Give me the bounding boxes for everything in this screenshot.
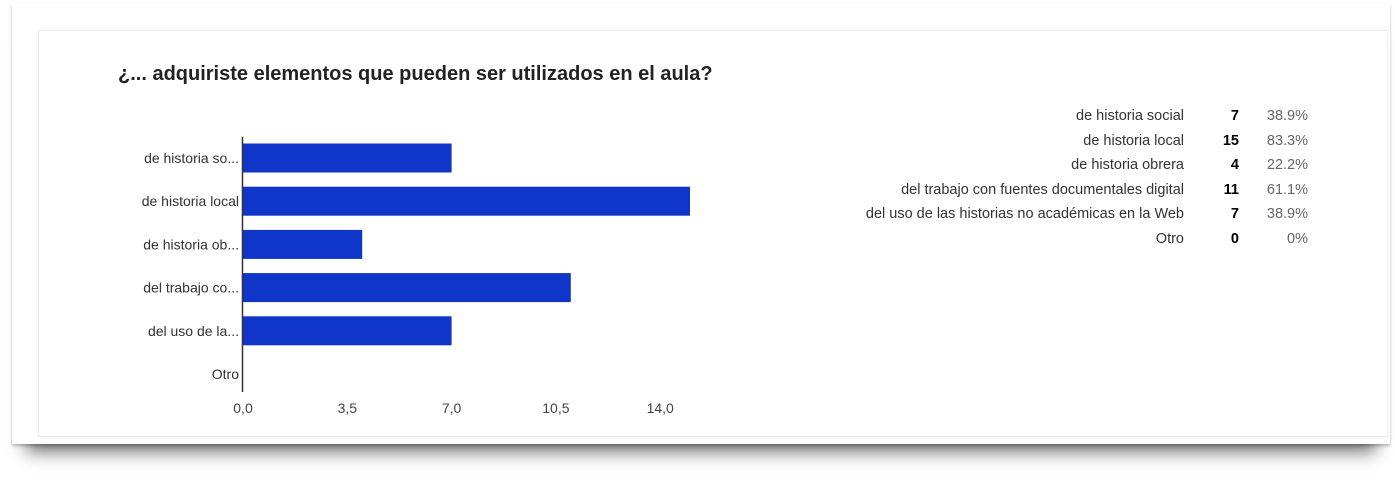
category-label-4: del uso de la... <box>148 323 239 339</box>
summary-label: de historia social <box>1076 108 1184 124</box>
category-label-2: de historia ob... <box>143 236 239 252</box>
summary-percent: 0% <box>1287 230 1308 247</box>
bar-0 <box>243 143 452 173</box>
summary-count: 0 <box>1230 230 1239 247</box>
bar-1 <box>243 186 690 216</box>
x-tick-label-2: 7,0 <box>442 400 462 416</box>
summary-percent: 22.2% <box>1266 157 1308 173</box>
summary-count: 7 <box>1230 108 1239 124</box>
summary-percent: 38.9% <box>1266 206 1308 222</box>
bar-3 <box>243 273 571 303</box>
summary-percent: 83.3% <box>1266 132 1308 149</box>
bar-4 <box>243 316 452 346</box>
summary-row: del uso de las historias no académicas e… <box>700 206 1340 231</box>
summary-label: de historia obrera <box>1071 157 1184 173</box>
x-tick-label-0: 0,0 <box>233 400 253 416</box>
x-tick-label-1: 3,5 <box>338 400 358 416</box>
category-label-3: del trabajo co... <box>143 280 239 296</box>
response-summary: de historia social 7 38.9% de historia loca… <box>700 108 1340 255</box>
x-tick-label-3: 10,5 <box>542 400 569 416</box>
summary-row: Otro 0 0% <box>700 231 1340 256</box>
summary-row: de historia local 15 83.3% <box>700 133 1340 158</box>
summary-row: de historia obrera 4 22.2% <box>700 157 1340 182</box>
chart-title: ¿... adquiriste elementos que pueden ser… <box>118 63 713 85</box>
x-tick-label-4: 14,0 <box>647 400 674 416</box>
summary-label: de historia local <box>1083 132 1184 149</box>
summary-count: 15 <box>1222 132 1239 149</box>
category-label-5: Otro <box>212 366 239 382</box>
summary-row: del trabajo con fuentes documentales dig… <box>700 182 1340 207</box>
summary-count: 4 <box>1230 157 1239 173</box>
summary-label: Otro <box>1155 230 1184 247</box>
summary-label: del trabajo con fuentes documentales dig… <box>901 181 1184 198</box>
bar-2 <box>243 229 363 259</box>
summary-percent: 38.9% <box>1266 108 1308 124</box>
summary-row: de historia social 7 38.9% <box>700 108 1340 133</box>
summary-label: del uso de las historias no académicas e… <box>865 206 1184 222</box>
summary-count: 11 <box>1223 181 1239 198</box>
category-label-1: de historia local <box>142 193 239 209</box>
summary-percent: 61.1% <box>1266 181 1308 198</box>
chart-card <box>12 4 1390 444</box>
category-label-0: de historia so... <box>144 150 239 166</box>
summary-count: 7 <box>1230 206 1239 222</box>
